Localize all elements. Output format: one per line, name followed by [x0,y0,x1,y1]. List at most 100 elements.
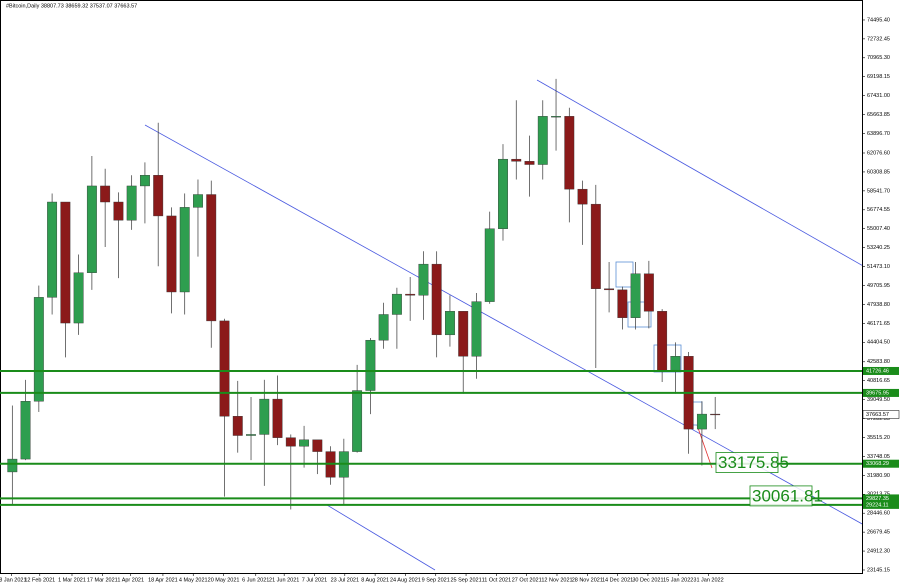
y-tick-label: 40816.65 [867,378,890,384]
level-label: 39675.95 [866,390,889,396]
candle-body [193,194,203,208]
candle-body [657,311,668,371]
level-tag [863,500,899,509]
candle-body [352,390,363,452]
pattern-box [653,344,682,373]
x-tick-label: 24 Aug 2021 [390,577,421,583]
level-tag [863,366,899,375]
x-tick-label: 21 Jun 2021 [269,577,299,583]
candle-body [365,339,376,391]
level-tag [863,494,899,503]
candle-body [577,188,588,205]
x-tick-label: 12 Feb 2021 [24,577,55,583]
candle-body [524,161,535,165]
y-tick-label: 42583.80 [867,359,890,365]
candle-body [166,215,177,293]
x-tick-label: 6 Jun 2021 [242,577,269,583]
candle-body [511,158,522,162]
y-tick-label: 70965.30 [867,55,890,61]
trend-line [536,79,862,266]
x-tick-label: 23 Jul 2021 [331,577,359,583]
candle-body [206,194,217,322]
y-tick-label: 67431.00 [867,93,890,99]
candle-body [471,301,482,357]
candle-body [391,293,402,315]
x-tick-label: 30 Dec 2021 [632,577,663,583]
y-tick-label: 26679.45 [867,530,890,536]
x-tick-label: 17 Mar 2021 [87,577,118,583]
y-tick-label: 47938.80 [867,302,890,308]
candle-body [604,288,615,291]
last-price-tag [862,410,900,419]
y-tick-label: 51473.10 [867,264,890,270]
y-tick-label: 23145.15 [867,567,890,573]
candle-body [246,434,256,436]
chart-title: #Bitcoin,Daily 38807.73 38659.32 37537.0… [6,3,137,9]
y-tick-label: 35515.20 [867,435,890,441]
candle-body [272,398,283,438]
y-tick-label: 56774.55 [867,207,890,213]
candle-body [153,175,164,217]
annotation-box [749,485,813,507]
level-tag [863,388,899,397]
x-tick-label: 11 Oct 2021 [482,577,512,583]
candle-body [47,201,58,298]
candle-body [537,116,548,165]
level-label: 41726.46 [866,368,889,374]
candle-body [484,228,495,302]
x-tick-label: 28 Jan 2021 [0,577,27,583]
x-tick-label: 1 Apr 2021 [117,577,144,583]
candle-body [710,413,721,416]
x-tick-label: 25 Sep 2021 [450,577,481,583]
candle-body [312,439,323,452]
last-price-label: 37663.57 [866,412,889,418]
annotation: 30061.81 [752,486,823,505]
candle-body [33,297,44,402]
x-tick-label: 9 Sep 2021 [422,577,450,583]
x-tick-label: 12 Nov 2021 [541,577,572,583]
candle-body [670,356,681,371]
candle-body [113,201,124,221]
y-tick-label: 33748.05 [867,454,890,460]
y-tick-label: 46171.65 [867,321,890,327]
y-tick-label: 31980.90 [867,473,890,479]
y-tick-label: 55007.40 [867,226,890,232]
candle-body [564,116,575,190]
plot-frame [0,0,863,574]
candle-body [551,116,561,118]
candle-body [126,185,137,221]
trend-line [144,124,862,525]
y-tick-label: 53240.25 [867,245,890,251]
candle-body [643,273,654,312]
level-label: 33068.29 [866,461,889,467]
level-tag [863,459,899,468]
x-tick-label: 1 Mar 2021 [58,577,86,583]
candle-body [139,175,150,187]
candle-body [100,185,111,203]
y-tick-label: 44404.50 [867,340,890,346]
y-tick-label: 72732.45 [867,36,890,42]
candle-body [405,293,416,296]
annotation: 33175.85 [718,453,789,472]
candle-body [179,207,190,293]
annotation-box [715,452,779,473]
y-tick-label: 24912.30 [867,549,890,555]
y-tick-label: 28446.60 [867,511,890,517]
x-tick-label: 18 Apr 2021 [148,577,178,583]
level-label: 29827.35 [866,496,889,502]
candle-body [20,401,31,460]
candle-body [696,413,707,430]
x-tick-label: 20 May 2021 [208,577,240,583]
y-tick-label: 39049.50 [867,397,890,403]
candle-body [630,273,641,318]
y-tick-label: 62076.60 [867,150,890,156]
y-tick-label: 60308.85 [867,169,890,175]
candle-body [498,158,508,229]
y-tick-label: 69198.15 [867,74,890,80]
x-tick-label: 28 Nov 2021 [572,577,603,583]
candle-body [590,203,601,289]
candle-body [458,311,469,357]
candle-body [86,185,97,273]
y-tick-label: 63896.70 [867,131,890,137]
